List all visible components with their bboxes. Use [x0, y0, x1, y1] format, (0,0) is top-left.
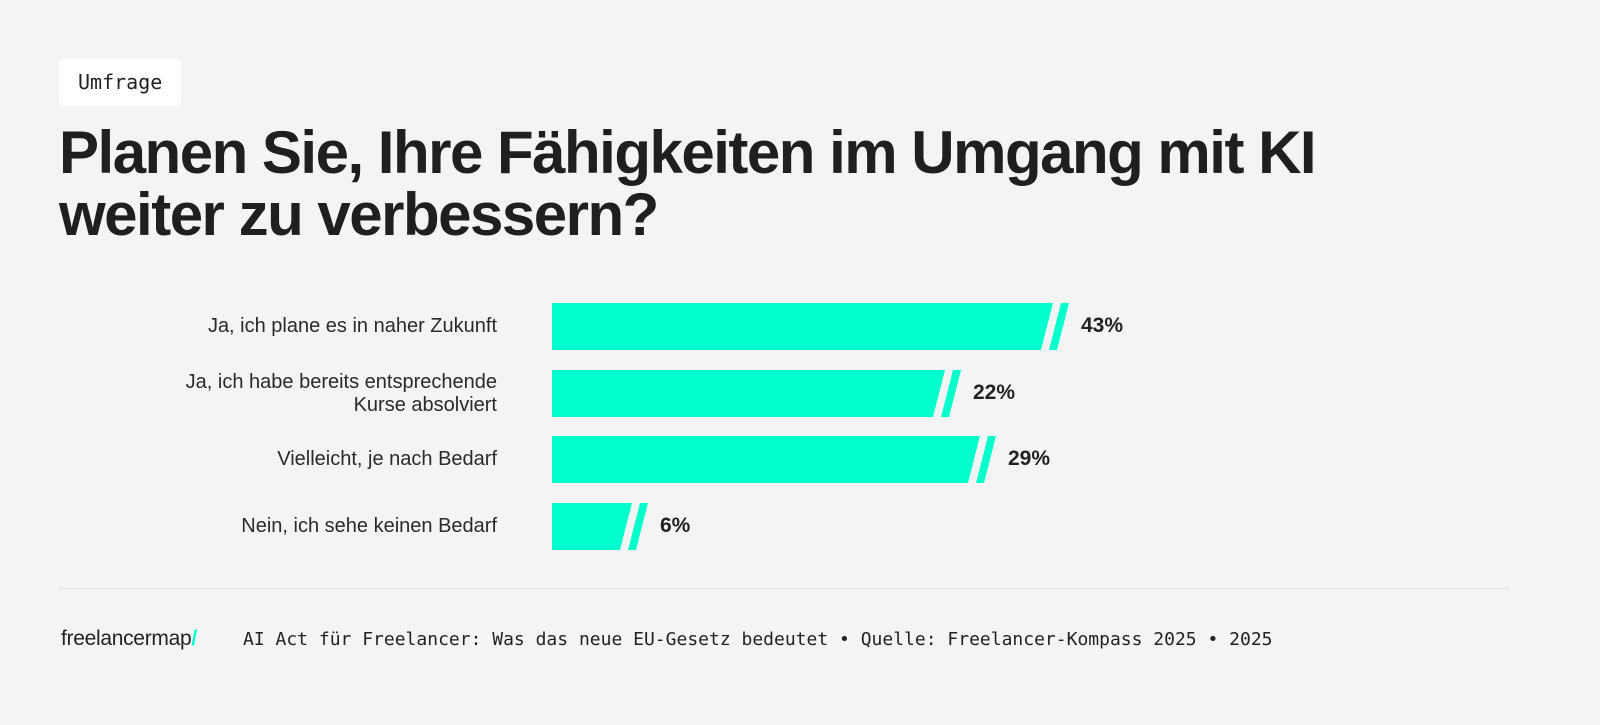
bar [552, 303, 1053, 350]
bar-break-slash [628, 503, 648, 550]
bar [552, 370, 945, 417]
divider [59, 588, 1509, 589]
bar-break-slash [1049, 303, 1069, 350]
value-label: 29% [1008, 446, 1051, 470]
category-label: Ja, ich habe bereits entsprechende Kurse … [185, 370, 497, 416]
value-label: 22% [973, 380, 1016, 404]
logo-slash: / [191, 627, 197, 650]
value-label: 6% [660, 513, 691, 537]
value-label: 43% [1081, 313, 1124, 337]
logo-text: freelancermap [61, 627, 192, 650]
category-tag: Umfrage [59, 59, 182, 106]
category-label: Nein, ich sehe keinen Bedarf [241, 515, 497, 537]
bar [552, 436, 980, 483]
category-label: Vielleicht, je nach Bedarf [277, 448, 497, 470]
category-label: Ja, ich plane es in naher Zukunft [207, 315, 497, 337]
footer-source: AI Act für Freelancer: Was das neue EU-G… [243, 629, 1273, 650]
freelancermap-logo: freelancermap/ [61, 627, 197, 651]
chart-title: Planen Sie, Ihre Fähigkeiten im Umgang m… [59, 119, 1317, 248]
bar-break-slash [976, 436, 996, 483]
bar-break-slash [941, 370, 961, 417]
bar [552, 503, 632, 550]
